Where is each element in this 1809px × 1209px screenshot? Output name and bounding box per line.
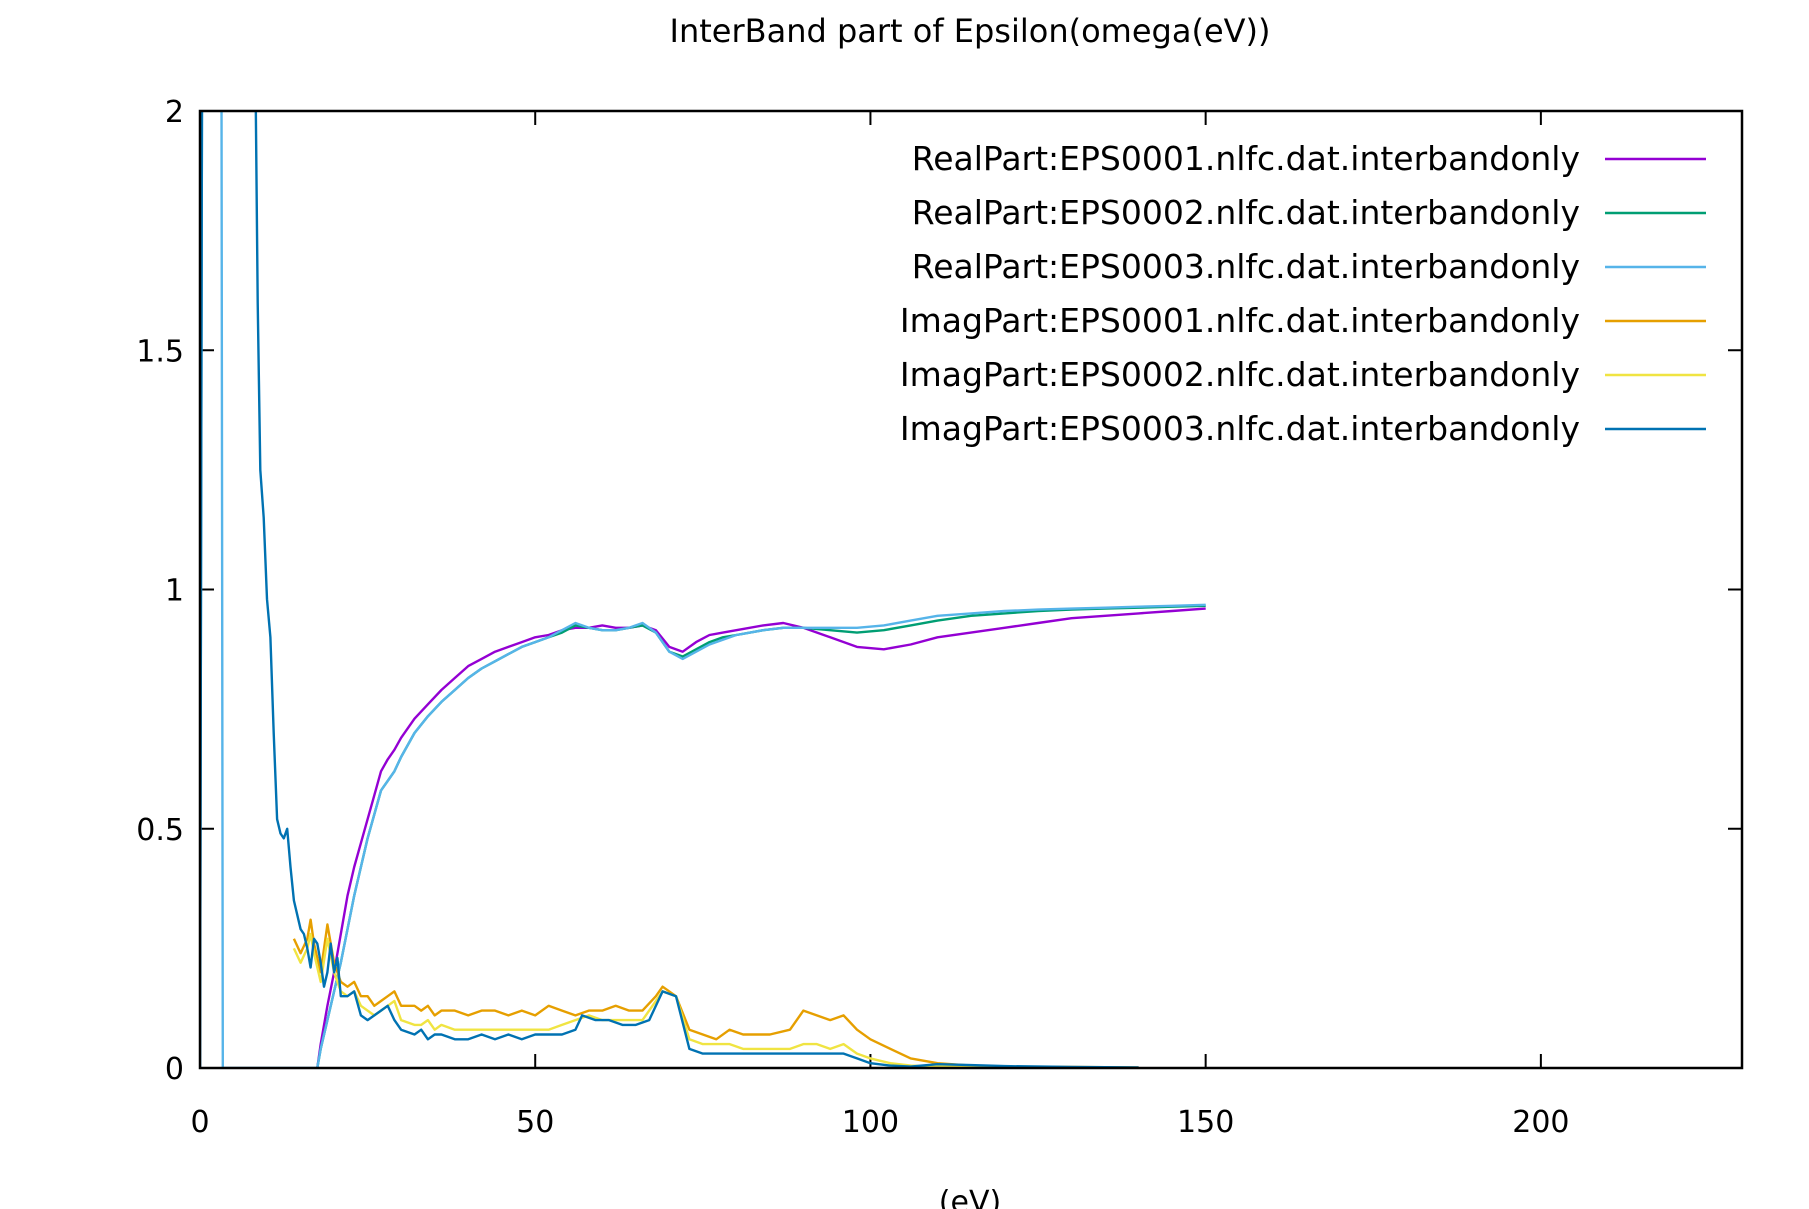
y-tick-label: 1.5: [136, 334, 184, 369]
x-tick-label: 150: [1177, 1105, 1234, 1140]
x-tick-label: 200: [1512, 1105, 1569, 1140]
series-line-3: [200, 111, 1206, 1068]
legend: RealPart:EPS0001.nlfc.dat.interbandonly R…: [900, 139, 1706, 448]
legend-entry-label: RealPart:EPS0003.nlfc.dat.interbandonly: [912, 247, 1580, 286]
x-tick-label: 100: [842, 1105, 899, 1140]
series-line-1: [316, 607, 1206, 1068]
series-line-6: [200, 111, 1139, 1068]
x-tick-label: 50: [516, 1105, 554, 1140]
legend-entry-label: ImagPart:EPS0003.nlfc.dat.interbandonly: [900, 409, 1580, 448]
legend-entry-label: ImagPart:EPS0002.nlfc.dat.interbandonly: [900, 355, 1580, 394]
y-tick-label: 1: [165, 574, 184, 609]
y-tick-label: 2: [165, 95, 184, 130]
legend-entry-label: RealPart:EPS0002.nlfc.dat.interbandonly: [912, 193, 1580, 232]
legend-entry-label: ImagPart:EPS0001.nlfc.dat.interbandonly: [900, 301, 1580, 340]
legend-entry-label: RealPart:EPS0001.nlfc.dat.interbandonly: [912, 139, 1580, 178]
y-tick-label: 0.5: [136, 813, 184, 848]
tick-labels: 0 50 100 150 200 0 0.5 1 1.5 2: [136, 95, 1569, 1140]
chart-title: InterBand part of Epsilon(omega(eV)): [670, 12, 1271, 50]
series-line-2: [316, 604, 1206, 1068]
x-tick-label: 0: [190, 1105, 209, 1140]
series-layer: [200, 111, 1206, 1068]
plot-frame: [198, 109, 1744, 1070]
series-line-4: [292, 918, 1139, 1068]
x-axis-label: (eV): [939, 1185, 1001, 1209]
y-tick-label: 0: [165, 1052, 184, 1087]
series-line-5: [292, 932, 1139, 1068]
